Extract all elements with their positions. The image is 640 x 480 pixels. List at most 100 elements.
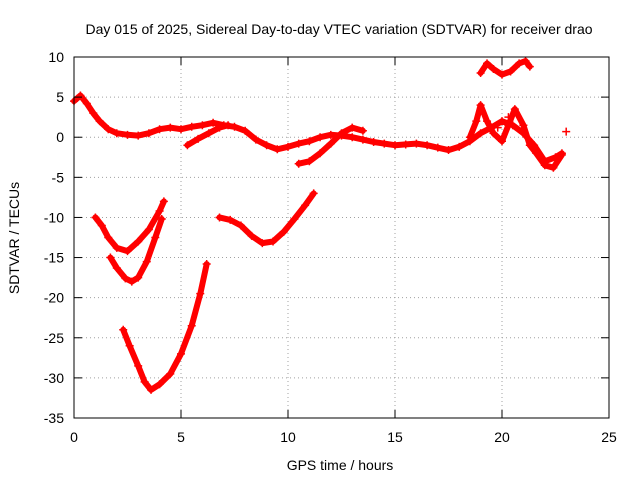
series-arc-c [119, 259, 211, 394]
data-point [183, 141, 192, 150]
series-isolated-points [493, 113, 571, 136]
data-point [391, 141, 399, 150]
data-point [504, 113, 513, 122]
data-point [557, 150, 566, 159]
y-tick-label: -30 [44, 370, 64, 386]
data-point [472, 117, 481, 126]
data-point [540, 161, 549, 170]
series-arc-d [215, 189, 318, 248]
data-point [251, 135, 260, 144]
data-point [194, 134, 203, 143]
data-point [91, 213, 100, 222]
x-tick-label: 5 [177, 429, 185, 445]
data-point [215, 213, 224, 222]
data-point [294, 159, 303, 168]
data-point [166, 369, 175, 378]
data-point [476, 69, 485, 78]
y-tick-label: -35 [44, 410, 64, 426]
chart-title: Day 015 of 2025, Sidereal Day-to-day VTE… [85, 21, 592, 37]
data-point [119, 325, 128, 334]
data-point [76, 91, 85, 100]
data-point [498, 117, 506, 126]
data-point [316, 149, 325, 158]
data-point [155, 380, 164, 389]
data-point [562, 127, 571, 136]
data-point [144, 129, 153, 138]
data-point [97, 221, 106, 230]
data-point [326, 130, 335, 139]
data-point [483, 59, 492, 68]
data-point [151, 233, 160, 242]
y-tick-label: -10 [44, 209, 64, 225]
data-point [489, 129, 498, 138]
x-tick-label: 15 [387, 429, 403, 445]
data-point [498, 70, 506, 79]
series-band [216, 190, 317, 247]
y-tick-label: 5 [56, 89, 64, 105]
data-point [89, 109, 98, 118]
data-point [224, 121, 233, 130]
data-point [401, 140, 410, 149]
data-point [147, 385, 156, 394]
y-axis-ticks: -35 -30 -25 -20 -15 -10 -5 0 5 10 [44, 49, 609, 426]
data-point [305, 157, 314, 166]
data-point [380, 139, 389, 148]
data-point [309, 189, 318, 198]
data-point [159, 197, 168, 206]
data-point [134, 237, 143, 246]
data-point [348, 133, 357, 142]
data-point [262, 141, 271, 150]
data-point [187, 122, 196, 131]
data-point [236, 221, 245, 230]
data-point [155, 125, 164, 134]
data-point [358, 135, 367, 144]
data-point [127, 277, 136, 286]
series-arc-midday-lower [183, 121, 233, 150]
data-point [294, 139, 303, 148]
y-tick-label: -25 [44, 330, 64, 346]
data-point [144, 225, 153, 234]
data-point [489, 65, 498, 74]
x-tick-label: 10 [280, 429, 296, 445]
y-axis-label: SDTVAR / TECUs [6, 182, 22, 294]
data-point [177, 349, 185, 358]
data-point [348, 123, 357, 132]
data-point [532, 149, 541, 158]
data-point [140, 377, 149, 386]
data-point [202, 259, 211, 268]
data-point [493, 123, 502, 132]
data-point [433, 143, 442, 152]
data-point [247, 231, 256, 240]
data-point [483, 117, 492, 126]
data-point [510, 105, 519, 114]
data-point [241, 126, 250, 135]
data-point [121, 274, 130, 283]
data-point [444, 146, 453, 155]
series-arc-midday-upper [294, 123, 367, 168]
data-point [125, 341, 134, 350]
data-point [506, 67, 515, 76]
x-axis-ticks: 0 5 10 15 20 25 [70, 57, 617, 445]
data-point [455, 142, 464, 151]
data-point [279, 227, 288, 236]
data-point [155, 207, 164, 216]
y-tick-label: -5 [52, 169, 65, 185]
data-point [226, 215, 235, 224]
data-point [465, 133, 474, 142]
data-point [305, 137, 314, 146]
y-tick-label: -15 [44, 250, 64, 266]
data-point [476, 129, 485, 138]
y-tick-label: 0 [56, 129, 64, 145]
data-point [369, 138, 378, 147]
data-point [476, 101, 485, 110]
series-arc-late-high [476, 57, 534, 79]
data-point [290, 215, 299, 224]
data-point [204, 129, 213, 138]
data-point [525, 141, 534, 150]
data-point [177, 125, 185, 134]
y-tick-label: 10 [48, 49, 64, 65]
data-point [258, 239, 267, 248]
data-point [82, 99, 91, 108]
y-tick-label: -20 [44, 290, 64, 306]
data-point [316, 133, 325, 142]
